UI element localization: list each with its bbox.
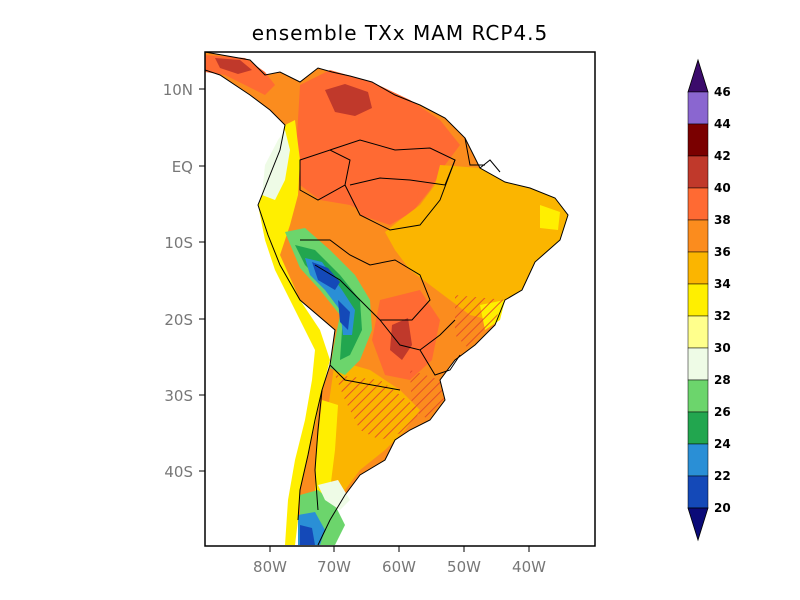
contour-38-40-amazon <box>355 170 420 225</box>
x-tick-label: 50W <box>447 558 481 576</box>
colorbar: 46 44 42 40 38 36 34 32 30 28 26 24 22 2… <box>687 58 731 542</box>
colorbar-label: 34 <box>714 277 731 291</box>
x-tick-label: 40W <box>512 558 546 576</box>
map-frame <box>204 51 596 547</box>
colorbar-top-arrow <box>687 58 709 93</box>
map-area <box>205 52 595 546</box>
colorbar-label: 24 <box>714 437 731 451</box>
colorbar-swatch <box>687 155 709 189</box>
y-tick-label: 10S <box>164 234 193 252</box>
y-tick-label: 30S <box>164 387 193 405</box>
colorbar-swatch <box>687 219 709 253</box>
y-tick-label: 10N <box>163 81 193 99</box>
colorbar-label: 26 <box>714 405 731 419</box>
contour-40-42-venezuela <box>325 84 372 116</box>
contour-32-34-argentina <box>315 400 338 510</box>
y-tick-label: EQ <box>172 158 193 176</box>
colorbar-label: 42 <box>714 149 731 163</box>
x-tick-label: 80W <box>253 558 287 576</box>
colorbar-label: 44 <box>714 117 731 131</box>
x-axis: 80W 70W 60W 50W 40W <box>253 546 546 576</box>
contour-20-22-andes-south <box>338 300 350 330</box>
colorbar-swatch <box>687 91 709 125</box>
contour-30-32-coast <box>258 120 330 545</box>
colorbar-swatch <box>687 411 709 445</box>
hatch-region-uruguay <box>410 370 445 420</box>
colorbar-label: 30 <box>714 341 731 355</box>
colorbar-swatch <box>687 283 709 317</box>
colorbar-swatch <box>687 251 709 285</box>
country-borders <box>205 52 569 546</box>
colorbar-swatch <box>687 475 709 509</box>
colorbar-label: 20 <box>714 501 731 515</box>
x-tick-label: 70W <box>317 558 351 576</box>
y-axis: 10N EQ 10S 20S 30S 40S <box>163 81 205 481</box>
contour-28-30-coast <box>262 130 290 200</box>
colorbar-swatch <box>687 187 709 221</box>
colorbar-label: 38 <box>714 213 731 227</box>
contour-40-42-chaco <box>390 318 412 360</box>
y-tick-label: 40S <box>164 463 193 481</box>
x-tick-label: 60W <box>382 558 416 576</box>
colorbar-swatch <box>687 379 709 413</box>
colorbar-swatch <box>687 123 709 157</box>
colorbar-bottom-arrow <box>687 507 709 542</box>
colorbar-label: 32 <box>714 309 731 323</box>
colorbar-swatch <box>687 443 709 477</box>
colorbar-swatch <box>687 347 709 381</box>
contour-34-36-brazil <box>385 165 568 320</box>
hatch-region-southeast <box>455 295 505 350</box>
contour-32-34-ne <box>540 205 560 230</box>
colorbar-label: 36 <box>714 245 731 259</box>
colorbar-swatch <box>687 315 709 349</box>
map-title: ensemble TXx MAM RCP4.5 <box>252 21 549 45</box>
hatch-region-argentina <box>335 375 420 440</box>
colorbar-label: 22 <box>714 469 731 483</box>
y-tick-label: 20S <box>164 311 193 329</box>
colorbar-label: 28 <box>714 373 731 387</box>
colorbar-label: 46 <box>714 85 731 99</box>
contour-20-22-andes <box>312 262 340 290</box>
contour-28-30-patagonia <box>318 480 350 510</box>
contour-40-42-centam <box>215 58 252 74</box>
colorbar-label: 40 <box>714 181 731 195</box>
contour-20-22-patagonia <box>300 525 315 545</box>
